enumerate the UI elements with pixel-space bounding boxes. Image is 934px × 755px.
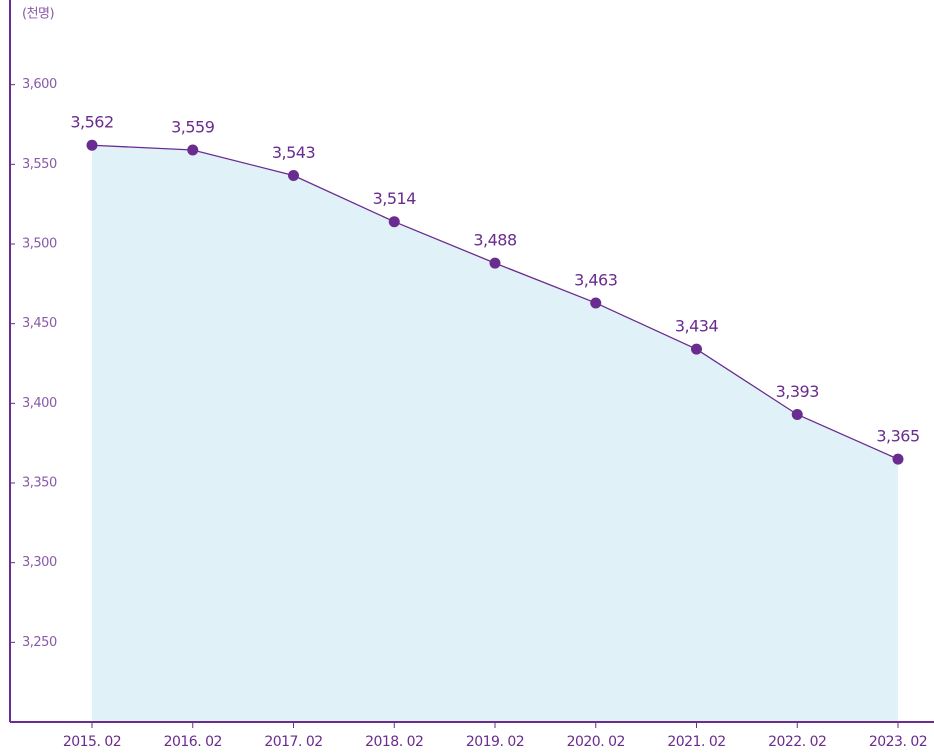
point <box>489 257 501 269</box>
x-tick-label: 2021. 02 <box>667 734 725 750</box>
y-tick-label: 3,250 <box>22 635 57 650</box>
point <box>791 408 803 420</box>
area <box>92 145 898 723</box>
y-tick-label: 3,500 <box>22 237 57 252</box>
value-label: 3,514 <box>373 189 417 208</box>
value-label: 3,488 <box>473 231 517 250</box>
point <box>892 453 904 465</box>
x-tick-label: 2017. 02 <box>264 734 322 750</box>
value-label: 3,365 <box>876 427 919 446</box>
value-label: 3,434 <box>675 317 719 336</box>
x-tick-label: 2016. 02 <box>164 734 222 750</box>
value-label: 3,463 <box>574 270 617 289</box>
y-tick-label: 3,550 <box>22 157 57 172</box>
value-label: 3,562 <box>70 113 113 132</box>
point <box>590 297 602 309</box>
x-tick-label: 2015. 02 <box>63 734 121 750</box>
y-tick-label: 3,350 <box>22 476 57 491</box>
point <box>86 139 98 151</box>
x-tick-label: 2018. 02 <box>365 734 423 750</box>
point <box>691 343 702 355</box>
x-tick-label: 2023. 02 <box>869 734 927 750</box>
y-tick-label: 3,300 <box>22 555 57 570</box>
y-tick-label: 3,600 <box>22 77 57 92</box>
value-label: 3,393 <box>776 382 819 401</box>
x-tick-label: 2020. 02 <box>567 734 625 750</box>
x-tick-label: 2019. 02 <box>466 734 524 750</box>
y-axis-label: (천명) <box>22 7 54 22</box>
y-tick-label: 3,400 <box>22 396 57 411</box>
value-label: 3,543 <box>272 143 315 162</box>
point <box>187 144 199 156</box>
value-label: 3,559 <box>171 117 215 136</box>
point <box>388 216 400 228</box>
x-tick-label: 2022. 02 <box>768 734 826 750</box>
point <box>288 169 299 181</box>
y-tick-label: 3,450 <box>22 316 57 331</box>
